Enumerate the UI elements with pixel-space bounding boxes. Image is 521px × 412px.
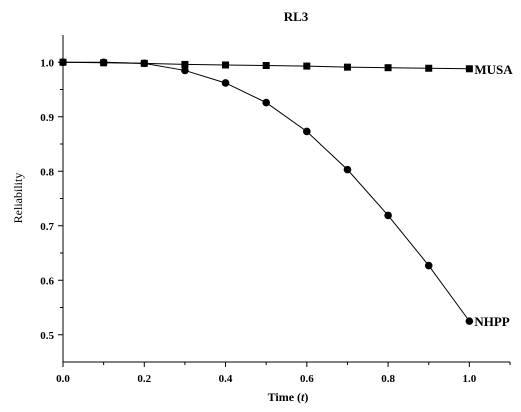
nhpp-point [59,58,67,67]
nhpp-point [424,261,433,270]
musa-point [343,63,351,71]
nhpp-point [221,79,230,87]
x-axis-title: Time (t) [268,390,309,404]
y-tick-label: 0.9 [40,112,54,124]
y-tick-label: 0.8 [40,166,54,178]
nhpp-point [262,98,270,107]
nhpp-point [303,127,311,136]
x-tick-label: 0.0 [56,373,70,385]
series-layer: MUSA NHPP [59,58,513,329]
y-tick-label: 0.5 [40,330,54,342]
y-tick-label: 0.7 [40,221,54,233]
musa-point [262,62,270,70]
nhpp-point [343,165,352,174]
x-tick-label: 0.4 [219,373,233,385]
nhpp-point [181,66,189,75]
x-axis-title-prefix: Time ( [268,390,301,404]
y-tick-label: 0.6 [40,275,54,287]
musa-point [181,60,189,68]
y-axis-title: Reliability [11,173,25,224]
nhpp-point [140,59,149,68]
x-axis-title-variable: t [301,390,305,404]
musa-point [222,61,230,69]
nhpp-point [465,317,474,325]
x-ticks: 0.0 0.2 0.4 0.6 0.8 1.0 [56,362,511,385]
chart-title: RL3 [284,9,309,24]
x-tick-label: 0.8 [381,373,395,385]
nhpp-point [99,58,108,67]
musa-point [303,62,311,70]
musa-series-label: MUSA [474,62,513,77]
y-ticks: 0.5 0.6 0.7 0.8 0.9 1.0 [40,57,63,342]
nhpp-point [384,211,392,220]
plot-frame [62,35,510,363]
x-tick-label: 0.6 [300,373,314,385]
musa-point [465,65,473,73]
musa-point [384,64,392,72]
x-tick-label: 0.2 [137,373,151,385]
nhpp-series-label: NHPP [474,314,509,329]
musa-point [425,64,433,72]
x-axis-title-suffix: ) [304,390,308,404]
x-tick-label: 1.0 [462,373,476,385]
y-tick-label: 1.0 [40,57,54,69]
